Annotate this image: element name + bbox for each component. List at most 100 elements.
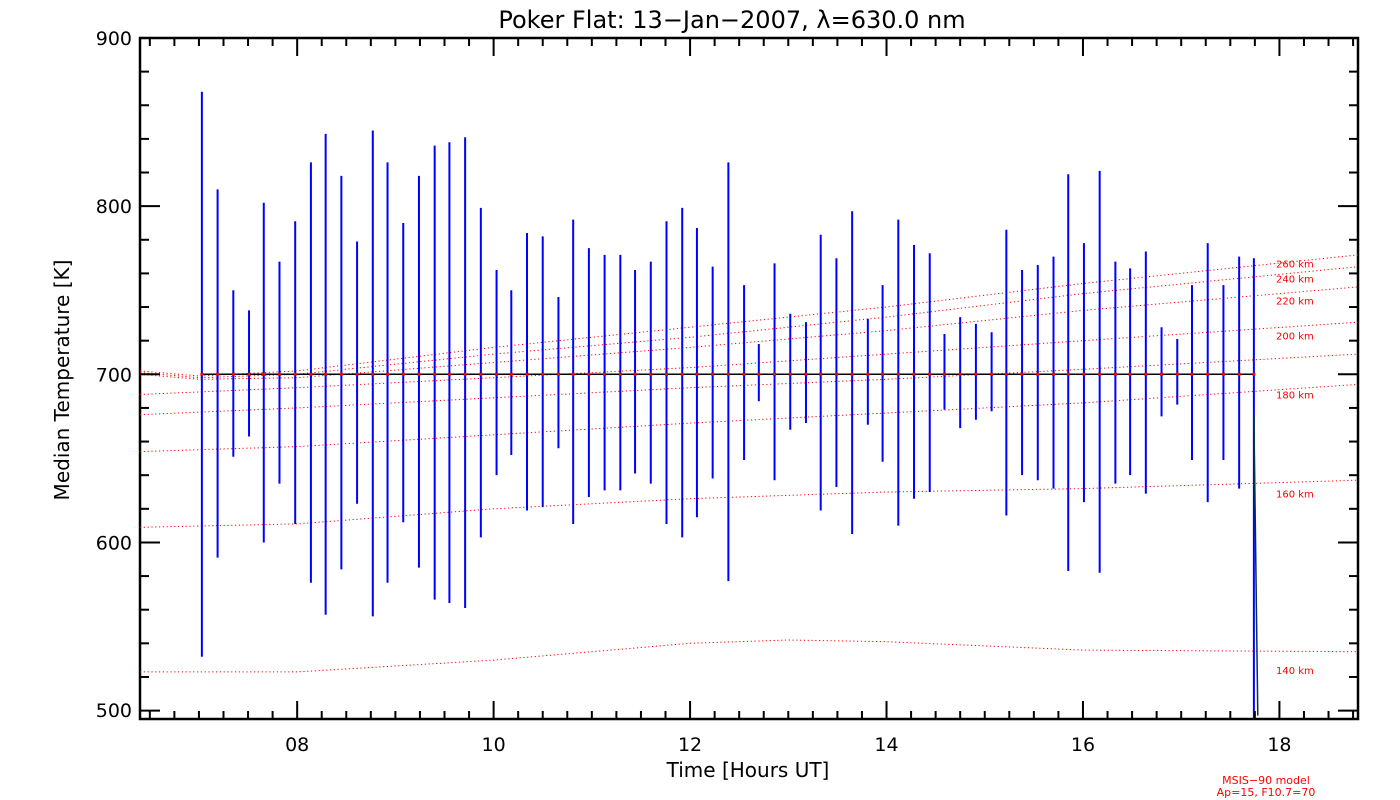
altitude-label: 140 km (1276, 666, 1314, 677)
median-point (1206, 372, 1210, 376)
median-point (386, 372, 390, 376)
median-point (1066, 372, 1070, 376)
error-bars (200, 91, 1259, 719)
median-point (1144, 372, 1148, 376)
median-point (525, 372, 529, 376)
median-point (649, 372, 653, 376)
median-point (711, 372, 715, 376)
x-tick-label: 12 (678, 734, 702, 756)
median-point (726, 372, 730, 376)
median-point (942, 372, 946, 376)
plot-border (138, 36, 1360, 721)
msis-curve-1 (140, 639, 1359, 673)
altitude-label: 260 km (1276, 259, 1314, 270)
median-point (401, 372, 405, 376)
median-point (896, 372, 900, 376)
median-point (1252, 372, 1256, 376)
median-point (479, 372, 483, 376)
model-note-line-1: MSIS−90 model (1222, 774, 1310, 787)
median-point (571, 372, 575, 376)
median-point (200, 372, 204, 376)
median-point (958, 372, 962, 376)
median-point (664, 372, 668, 376)
median-point (603, 372, 607, 376)
median-series (200, 372, 1256, 376)
y-tick-label: 900 (96, 28, 132, 50)
median-point (618, 372, 622, 376)
y-axis-label: Median Temperature [K] (50, 260, 74, 501)
median-point (293, 372, 297, 376)
chart-title: Poker Flat: 13−Jan−2007, λ=630.0 nm (498, 6, 965, 34)
plot-frame (138, 36, 1360, 721)
median-point (216, 372, 220, 376)
median-point (277, 372, 281, 376)
median-point (339, 372, 343, 376)
median-point (463, 372, 467, 376)
median-point (417, 372, 421, 376)
altitude-label: 160 km (1276, 490, 1314, 501)
altitude-label: 200 km (1276, 332, 1314, 343)
median-point (757, 372, 761, 376)
median-point (742, 372, 746, 376)
x-tick-label: 08 (285, 734, 309, 756)
median-point (1020, 372, 1024, 376)
msis-curve-8 (139, 254, 1359, 377)
median-point (495, 372, 499, 376)
median-point (433, 372, 437, 376)
msis-curve-5 (139, 321, 1359, 395)
msis-curves (139, 254, 1359, 673)
median-point (509, 372, 513, 376)
msis-curve-3 (139, 383, 1359, 453)
median-point (866, 372, 870, 376)
altitude-labels: 260 km 240 km 220 km 200 km 180 km 160 km 140 … (1276, 259, 1314, 677)
model-note-line-2: Ap=15, F10.7=70 (1217, 786, 1316, 799)
median-point (928, 372, 932, 376)
median-point (834, 372, 838, 376)
median-point (371, 372, 375, 376)
median-point (541, 372, 545, 376)
median-point (1036, 372, 1040, 376)
median-point (850, 372, 854, 376)
median-point (1221, 372, 1225, 376)
median-point (1113, 372, 1117, 376)
median-point (556, 372, 560, 376)
median-point (447, 372, 451, 376)
median-point (1160, 372, 1164, 376)
y-tick-label: 700 (96, 364, 132, 386)
median-point (1082, 372, 1086, 376)
x-axis-label: Time [Hours UT] (666, 758, 830, 782)
median-point (355, 372, 359, 376)
median-point (990, 372, 994, 376)
x-tick-label: 10 (482, 734, 506, 756)
median-point (881, 372, 885, 376)
median-point (633, 372, 637, 376)
msis-curve-7 (139, 266, 1359, 379)
end-line (1253, 414, 1259, 716)
median-point (231, 372, 235, 376)
median-point (1190, 372, 1194, 376)
msis-curve-2 (139, 479, 1359, 528)
y-tick-label: 600 (96, 532, 132, 554)
median-point (695, 372, 699, 376)
median-point (247, 372, 251, 376)
median-point (974, 372, 978, 376)
median-point (324, 372, 328, 376)
msis-curve-6 (139, 286, 1359, 380)
x-tick-label: 14 (874, 734, 898, 756)
median-point (1175, 372, 1179, 376)
altitude-label: 180 km (1276, 390, 1314, 401)
y-tick-label: 500 (96, 700, 132, 722)
median-point (1237, 372, 1241, 376)
x-tick-label: 18 (1267, 734, 1291, 756)
median-point (819, 372, 823, 376)
median-point (773, 372, 777, 376)
median-point (1004, 372, 1008, 376)
median-point (912, 372, 916, 376)
altitude-label: 220 km (1276, 296, 1314, 307)
median-point (262, 372, 266, 376)
median-point (804, 372, 808, 376)
x-tick-label: 16 (1071, 734, 1095, 756)
y-tick-label: 800 (96, 196, 132, 218)
median-point (1128, 372, 1132, 376)
